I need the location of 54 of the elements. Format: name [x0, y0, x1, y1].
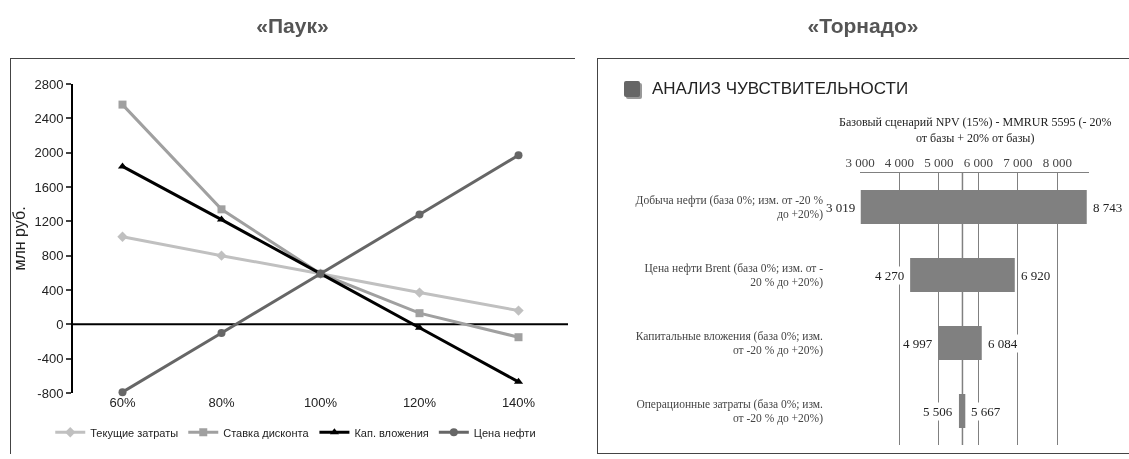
legend-label: Текущие затраты: [90, 426, 179, 439]
x-tick-label: 100%: [303, 395, 338, 410]
x-tick-label: 7 000: [1003, 154, 1033, 170]
annotation: 5 667: [971, 404, 1001, 419]
y-tick-label: 1200: [34, 213, 64, 229]
y-tick-label: Добыча нефти (база 0%; изм. от -20 % до +20%): [635, 193, 824, 222]
y-axis-title: млн руб.: [11, 206, 28, 271]
point: [414, 287, 425, 298]
x-tick-label: 80%: [208, 395, 235, 410]
x-tick-label: 60%: [109, 395, 136, 410]
point: [514, 151, 523, 160]
y-tick-label: Капитальные вложения (база 0%; изм. от -20 % до +20%): [635, 329, 824, 358]
annotation: 4 270: [875, 268, 905, 283]
legend-label: Цена нефти: [473, 426, 536, 439]
point: [117, 231, 128, 242]
y-tick-label: 0: [56, 316, 64, 332]
annotation: 3 019: [826, 200, 856, 215]
point: [415, 309, 424, 318]
x-tick-label: 140%: [501, 395, 536, 410]
x-tick-label: 120%: [402, 395, 437, 410]
x-axis-title: Базовый сценарий NPV (15%) - MMRUR 5595 (- 20% от базы + 20% от базы): [839, 115, 1112, 145]
chart-title: «Паук»: [255, 14, 330, 38]
annotation: 6 084: [988, 336, 1018, 351]
annotation: 5 506: [923, 404, 953, 419]
point: [217, 205, 226, 214]
y-tick-label: -800: [37, 385, 64, 401]
annotation: 6 920: [1021, 268, 1051, 283]
annotation: 4 997: [903, 336, 933, 351]
y-tick-label: Операционные затраты (база 0%; изм. от -20 % до +20%): [636, 397, 824, 426]
chart-subtitle: АНАЛИЗ ЧУВСТВИТЕЛЬНОСТИ: [652, 79, 909, 99]
y-tick-label: 2400: [34, 110, 64, 126]
x-tick-label: 5 000: [924, 154, 954, 170]
y-tick-label: 1600: [34, 179, 64, 195]
point: [513, 305, 524, 316]
chart-title: «Торнадо»: [806, 14, 920, 38]
point: [118, 100, 127, 109]
point: [415, 210, 424, 219]
point: [118, 388, 127, 397]
y-tick-label: -400: [37, 351, 64, 367]
x-tick-label: 4 000: [884, 154, 915, 170]
y-tick-label: 800: [41, 248, 64, 264]
x-tick-label: 3 000: [845, 154, 875, 170]
point: [216, 250, 227, 261]
annotation: 8 743: [1093, 200, 1123, 215]
x-tick-label: 6 000: [963, 154, 994, 170]
y-tick-label: 2000: [34, 145, 64, 161]
y-tick-label: Цена нефти Brent (база 0%; изм. от - 20 % до +20%): [644, 261, 824, 290]
y-tick-label: 2800: [34, 76, 64, 92]
legend-label: Кап. вложения: [354, 426, 429, 439]
legend-label: Ставка дисконта: [223, 426, 310, 439]
y-tick-label: 400: [41, 282, 64, 298]
x-tick-label: 8 000: [1042, 154, 1073, 170]
point: [217, 328, 226, 337]
point: [514, 333, 523, 342]
